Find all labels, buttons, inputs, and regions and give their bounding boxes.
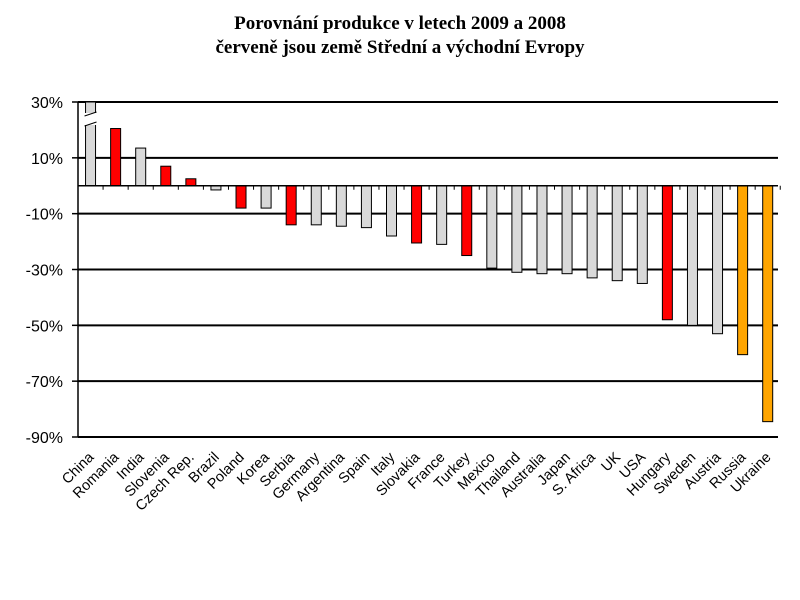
bars <box>84 101 774 423</box>
bar-germany <box>310 185 322 226</box>
bar-slovakia <box>411 185 423 244</box>
y-tick-labels: 30% 10% -10% -30% -50% -70% -90% <box>26 95 63 447</box>
chart-title: Porovnání produkce v letech 2009 a 2008 <box>234 13 566 34</box>
axis-break-marks <box>84 111 97 127</box>
axes <box>72 101 781 438</box>
bar-france <box>436 185 448 245</box>
bar-usa <box>636 185 648 284</box>
bar-thailand <box>511 185 523 273</box>
bar-japan <box>561 185 573 275</box>
bar-australia <box>536 185 548 275</box>
bar-argentina <box>335 185 347 227</box>
y-tick-label: -10% <box>26 207 63 224</box>
y-tick-label: 10% <box>31 151 63 168</box>
bar-uk <box>611 185 623 282</box>
bar-india <box>135 147 147 187</box>
y-tick-label: -50% <box>26 318 63 335</box>
y-tick-label: -90% <box>26 430 63 447</box>
bar-poland <box>235 185 247 209</box>
chart-subtitle: červeně jsou země Střední a východní Evr… <box>215 37 585 58</box>
bar-spain <box>360 185 372 229</box>
bar-slovenia <box>160 165 172 187</box>
bar-mexico <box>486 185 498 269</box>
bar-sweden <box>686 185 698 326</box>
bar-czech-rep <box>185 178 197 187</box>
y-tick-label: -30% <box>26 263 63 280</box>
bar-russia <box>737 185 749 356</box>
bar-italy <box>386 185 397 237</box>
bar-serbia <box>285 185 297 226</box>
bar-turkey <box>461 185 473 257</box>
bar-romania <box>110 128 122 187</box>
bar-korea <box>260 185 272 209</box>
y-tick-label: -70% <box>26 374 63 391</box>
bar-ukraine <box>762 185 774 423</box>
bar-hungary <box>661 185 673 321</box>
y-tick-label: 30% <box>31 95 63 112</box>
bar-austria <box>712 185 724 335</box>
grid-lines <box>78 101 778 438</box>
bar-s-africa <box>586 185 598 279</box>
